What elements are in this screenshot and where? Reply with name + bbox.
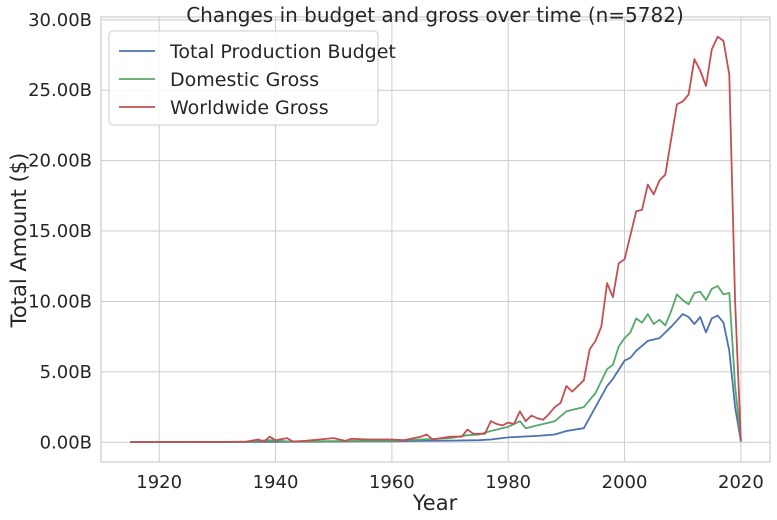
y-tick-label: 5.00B xyxy=(40,362,92,383)
x-tick-labels: 1920 1940 1960 1980 2000 2020 xyxy=(136,472,764,493)
y-tick-label: 10.00B xyxy=(28,291,92,312)
grid-lines xyxy=(101,17,770,462)
worldwide-gross-line xyxy=(130,35,742,443)
legend-box xyxy=(108,30,379,126)
plot-frame xyxy=(100,16,771,463)
x-tick-label: 2000 xyxy=(602,472,648,493)
series-lines xyxy=(130,35,742,443)
y-axis-label: Total Amount ($) xyxy=(7,153,31,329)
x-tick-label: 2020 xyxy=(718,472,764,493)
legend-label-budget: Total Production Budget xyxy=(169,41,396,63)
x-tick-label: 1920 xyxy=(136,472,182,493)
x-tick-label: 1960 xyxy=(369,472,415,493)
y-tick-label: 0.00B xyxy=(40,432,92,453)
x-tick-label: 1940 xyxy=(253,472,299,493)
chart-title: Changes in budget and gross over time (n… xyxy=(186,3,684,27)
legend-label-domestic: Domestic Gross xyxy=(170,69,319,91)
y-tick-label: 15.00B xyxy=(28,221,92,242)
y-tick-label: 30.00B xyxy=(28,10,92,31)
y-tick-label: 20.00B xyxy=(28,151,92,172)
legend: Total Production Budget Domestic Gross W… xyxy=(108,30,396,126)
x-axis-label: Year xyxy=(412,491,458,515)
y-tick-labels: 0.00B 5.00B 10.00B 15.00B 20.00B 25.00B 30.00B xyxy=(28,10,92,453)
x-tick-label: 1980 xyxy=(485,472,531,493)
y-tick-label: 25.00B xyxy=(28,80,92,101)
legend-label-worldwide: Worldwide Gross xyxy=(170,97,329,119)
